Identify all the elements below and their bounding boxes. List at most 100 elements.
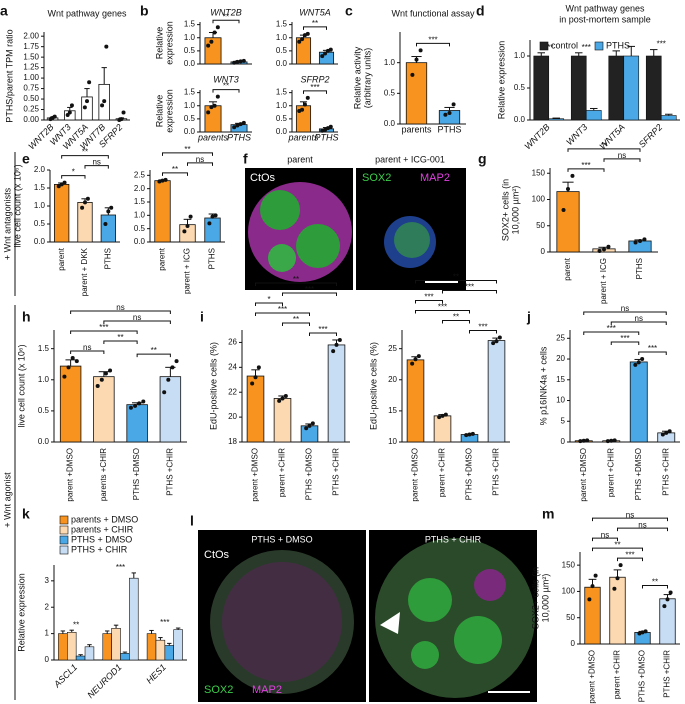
y-tick-label: 0.5 bbox=[276, 46, 288, 55]
bar bbox=[164, 645, 174, 661]
sig-bracket bbox=[415, 279, 497, 284]
data-point bbox=[587, 597, 592, 602]
x-tick-label: parent +CHIR bbox=[606, 448, 615, 497]
y-tick-label: 0.0 bbox=[134, 237, 146, 246]
y-tick-label: 0.5 bbox=[276, 114, 288, 123]
y-tick-label: 150 bbox=[532, 168, 546, 177]
sig-label: ns bbox=[116, 303, 124, 312]
sig-bracket bbox=[255, 312, 310, 316]
sig-label: * bbox=[267, 295, 270, 304]
data-point bbox=[232, 125, 237, 130]
sig-label: ** bbox=[601, 141, 607, 150]
data-point bbox=[451, 102, 456, 107]
y-tick-label: 0.5 bbox=[134, 224, 146, 233]
sig-bracket bbox=[162, 152, 213, 156]
data-point bbox=[443, 112, 448, 117]
sig-label: ns bbox=[83, 343, 91, 352]
bar bbox=[487, 340, 506, 443]
data-point bbox=[121, 110, 126, 115]
x-tick-label: PTHS bbox=[103, 248, 112, 269]
bar bbox=[405, 62, 428, 125]
x-tick-label: HES1 bbox=[144, 662, 168, 686]
data-point bbox=[440, 413, 445, 418]
sig-bracket bbox=[212, 19, 240, 24]
panel-letter: k bbox=[22, 506, 30, 522]
sig-label: *** bbox=[657, 40, 666, 49]
data-point bbox=[174, 359, 179, 364]
x-tick-label: PTHS bbox=[314, 132, 338, 142]
sig-label: ns bbox=[618, 151, 626, 160]
y-tick-label: 22 bbox=[228, 387, 237, 396]
sig-label: *** bbox=[310, 83, 319, 92]
data-point bbox=[640, 357, 645, 362]
data-point bbox=[100, 103, 105, 108]
sig-label: *** bbox=[278, 305, 287, 314]
y-axis-label: SOX2+ cells (in bbox=[530, 567, 540, 629]
data-point bbox=[464, 433, 469, 438]
data-point bbox=[561, 208, 566, 212]
y-axis-label: expression bbox=[164, 21, 174, 65]
y-axis-label: 10,000 µm²) bbox=[540, 574, 550, 623]
y-tick-label: 1.5 bbox=[38, 344, 50, 353]
data-point bbox=[633, 362, 638, 367]
sig-label: ** bbox=[82, 148, 88, 157]
sig-bracket bbox=[61, 175, 86, 179]
y-tick-label: 1.0 bbox=[276, 33, 288, 42]
sig-label: ns bbox=[626, 510, 634, 519]
data-point bbox=[108, 368, 113, 373]
bar bbox=[173, 629, 183, 661]
bar bbox=[102, 633, 112, 661]
data-point bbox=[238, 122, 243, 127]
data-point bbox=[612, 438, 617, 443]
sig-bracket bbox=[282, 322, 310, 326]
sig-bracket bbox=[583, 331, 640, 336]
bar bbox=[327, 344, 346, 443]
y-tick-label: 0 bbox=[45, 655, 50, 664]
x-tick-label: parent + ICG bbox=[183, 248, 192, 294]
data-point bbox=[128, 405, 133, 410]
data-point bbox=[491, 341, 496, 346]
data-point bbox=[80, 205, 85, 210]
chart-title: WNT3 bbox=[213, 74, 239, 84]
data-point bbox=[497, 335, 502, 340]
bar bbox=[556, 191, 580, 253]
data-point bbox=[416, 354, 421, 359]
sig-label: ** bbox=[453, 313, 459, 322]
y-tick-label: 5 bbox=[561, 416, 566, 425]
data-point bbox=[56, 184, 61, 189]
panel-letter: b bbox=[140, 3, 149, 19]
chart-title: in post-mortem sample bbox=[559, 14, 651, 24]
data-point bbox=[637, 631, 642, 636]
arrowhead bbox=[380, 612, 400, 634]
sig-label: ns bbox=[196, 155, 204, 164]
x-tick-label: PTHS +DMSO bbox=[305, 448, 314, 500]
x-tick-label: parent +DMSO bbox=[66, 448, 75, 502]
sig-bracket bbox=[212, 89, 240, 93]
data-point bbox=[410, 72, 415, 77]
bar bbox=[433, 415, 452, 443]
data-point bbox=[256, 365, 261, 370]
x-tick-label: WNT3 bbox=[564, 122, 589, 147]
sig-label: *** bbox=[424, 293, 433, 302]
x-tick-label: PTHS bbox=[227, 132, 251, 142]
y-axis-label: Relative expression bbox=[496, 41, 506, 120]
x-tick-label: parents bbox=[401, 124, 432, 134]
y-axis-label: 10,000 µm²) bbox=[510, 186, 520, 235]
data-point bbox=[103, 222, 108, 226]
bar bbox=[645, 55, 662, 121]
data-point bbox=[253, 375, 258, 380]
y-tick-label: 0.50 bbox=[23, 94, 39, 103]
sig-bracket bbox=[583, 311, 667, 316]
y-tick-label: 1.0 bbox=[134, 210, 146, 219]
data-point bbox=[297, 39, 302, 44]
y-tick-label: 0.0 bbox=[514, 115, 526, 124]
x-tick-label: PTHS +DMSO bbox=[465, 448, 474, 500]
y-tick-label: 1.00 bbox=[23, 73, 39, 82]
y-tick-label: 1.0 bbox=[184, 101, 196, 110]
data-point bbox=[238, 59, 243, 64]
data-point bbox=[467, 432, 472, 437]
sig-bracket bbox=[592, 547, 643, 552]
sig-label: *** bbox=[582, 43, 591, 52]
y-tick-label: 1.5 bbox=[276, 20, 288, 29]
